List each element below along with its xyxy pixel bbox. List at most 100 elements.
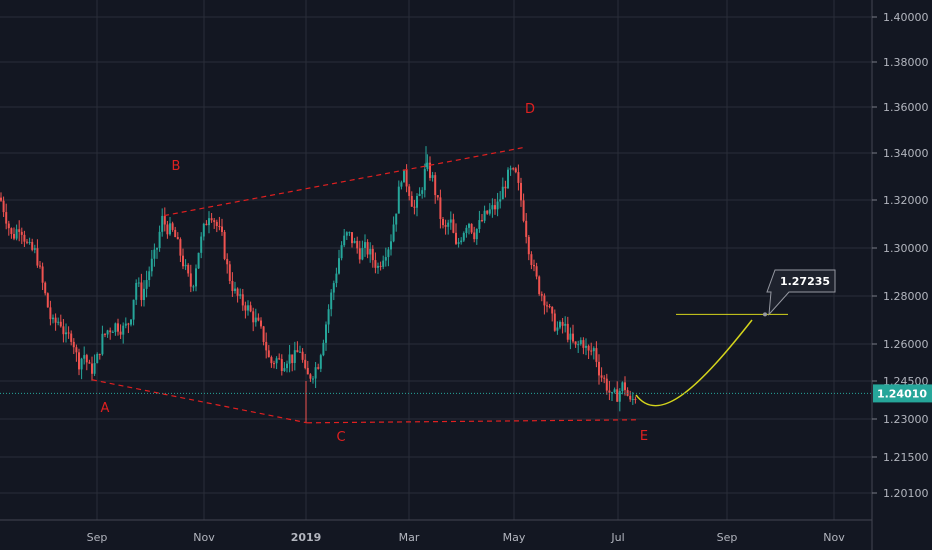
candle-body-down	[241, 294, 244, 306]
candle-body-down	[75, 347, 78, 353]
candle-body-up	[319, 355, 322, 369]
candle-body-up	[460, 240, 463, 243]
candle-body-down	[486, 210, 489, 214]
candle-body-down	[296, 350, 299, 353]
candle-body-down	[629, 395, 632, 400]
candle-body-up	[569, 333, 572, 340]
candle-body-up	[135, 282, 138, 300]
candle-body-down	[527, 236, 530, 255]
candle-body-up	[96, 353, 99, 364]
candle-body-down	[436, 195, 439, 198]
candle-body-up	[33, 248, 36, 250]
time-axis-area[interactable]	[0, 520, 872, 550]
candle-body-down	[280, 359, 283, 371]
candle-body-down	[67, 332, 70, 334]
price-tick-label: 1.21500	[883, 451, 929, 464]
candle-body-up	[501, 186, 504, 200]
candle-body-down	[91, 363, 93, 374]
candle-body-down	[226, 258, 229, 265]
price-tick-label: 1.23000	[883, 413, 929, 426]
candle-body-up	[101, 333, 104, 355]
candle-body-down	[410, 195, 413, 207]
candle-body-up	[382, 260, 385, 267]
candle-body-down	[603, 377, 606, 379]
candle-body-up	[283, 368, 286, 371]
candle-body-down	[5, 212, 8, 224]
candle-body-up	[418, 193, 421, 197]
candle-body-up	[314, 367, 317, 379]
candle-body-down	[179, 239, 182, 256]
candle-body-down	[228, 264, 231, 281]
candle-body-up	[202, 223, 205, 237]
lower-trendline-2	[306, 419, 641, 424]
candle-body-up	[234, 288, 236, 291]
candle-body-up	[340, 245, 343, 259]
candle-body-down	[356, 240, 359, 249]
candle-body-up	[208, 218, 210, 226]
candle-body-up	[343, 235, 346, 246]
candle-body-down	[127, 323, 130, 325]
pattern-point-label-d: D	[525, 102, 535, 117]
candle-body-down	[59, 321, 62, 327]
candle-body-up	[509, 168, 512, 170]
candle-body-down	[36, 248, 39, 266]
candle-body-up	[52, 317, 54, 320]
time-tick-label: 2019	[291, 531, 322, 544]
candle-body-up	[28, 241, 31, 243]
pattern-point-label-a: A	[101, 401, 110, 416]
candle-body-up	[631, 398, 634, 400]
candle-body-down	[88, 362, 91, 364]
pattern-drawings: A B C D E	[0, 102, 872, 445]
candle-body-up	[288, 354, 291, 364]
candle-body-down	[44, 282, 47, 294]
candle-body-down	[0, 197, 2, 201]
last-price-label: 1.24010	[877, 387, 927, 400]
candle-body-up	[447, 222, 450, 227]
candle-body-down	[182, 255, 184, 267]
candle-body-down	[379, 265, 382, 267]
candle-body-up	[80, 358, 83, 370]
candle-body-up	[496, 201, 499, 210]
candle-body-down	[236, 288, 239, 296]
candle-body-down	[455, 232, 457, 244]
time-tick-label: Jul	[610, 531, 624, 544]
candle-body-down	[624, 382, 626, 391]
target-anchor-dot	[763, 312, 767, 317]
candle-body-up	[384, 257, 387, 261]
candle-body-down	[171, 223, 174, 230]
candle-body-up	[299, 351, 301, 353]
candle-body-up	[161, 215, 164, 232]
time-axis[interactable]: Sep Nov 2019 Mar May Jul Sep Nov	[87, 531, 846, 544]
candle-body-down	[561, 321, 564, 326]
candle-body-down	[267, 350, 270, 358]
candle-body-up	[275, 358, 278, 364]
candle-body-up	[200, 236, 203, 253]
candle-body-down	[31, 241, 34, 250]
time-tick-label: May	[503, 531, 526, 544]
candle-body-up	[475, 228, 478, 240]
pattern-point-label-e: E	[640, 429, 648, 444]
candle-body-down	[221, 226, 223, 232]
candle-body-down	[351, 232, 353, 244]
candle-body-down	[49, 307, 52, 320]
candle-body-down	[174, 229, 177, 238]
candle-body-down	[23, 234, 26, 242]
candle-body-down	[205, 223, 208, 226]
candle-body-down	[535, 266, 538, 277]
candle-body-down	[538, 276, 541, 295]
candle-body-down	[481, 220, 483, 222]
candle-body-up	[618, 391, 621, 402]
candle-body-down	[260, 320, 262, 327]
price-badges: 1.24010 1.27235	[763, 269, 932, 403]
candle-body-down	[595, 348, 598, 362]
candle-body-up	[312, 378, 314, 380]
price-tick-label: 1.20100	[883, 487, 929, 500]
price-tick-label: 1.34000	[883, 147, 929, 160]
candle-body-up	[197, 252, 200, 269]
candle-body-down	[598, 361, 600, 376]
candle-body-down	[104, 333, 106, 335]
candle-body-down	[252, 311, 255, 323]
price-tick-label: 1.28000	[883, 290, 929, 303]
candle-body-up	[122, 325, 125, 335]
